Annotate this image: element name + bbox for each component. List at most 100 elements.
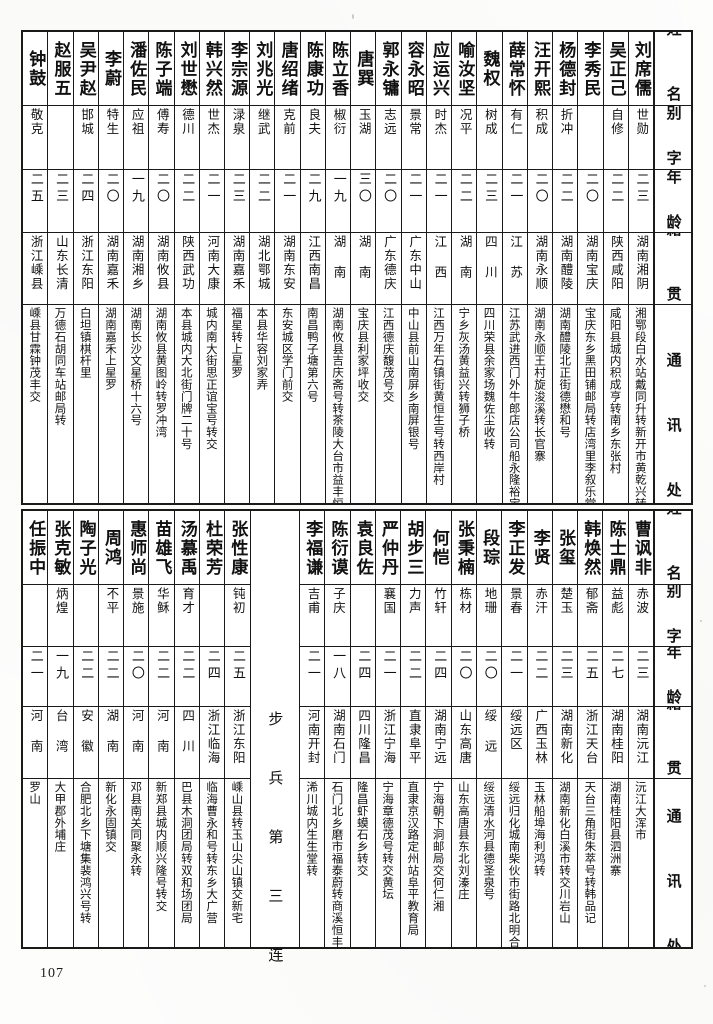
cell-address-text: 新化永固镇交: [103, 781, 118, 853]
cell-address: 合肥北乡下塘集裴鸿兴号转: [74, 779, 98, 947]
row-header-address: 通 讯 处: [664, 808, 683, 947]
cell-address-text: 湖南桂阳县泗洲寨: [608, 781, 623, 877]
cell-name: 李宗源: [225, 32, 250, 106]
cell-address: 宁海章德茂号转交黄坛: [376, 779, 400, 947]
cell-age: 二〇: [527, 170, 553, 233]
person-column[interactable]: 陶子光 二二 安徽 合肥北乡下塘集裴鸿兴号转: [72, 511, 98, 947]
person-column[interactable]: 何恺 竹轩 二四 湖南宁远 宁海朝下洞邮局交何仁湘: [425, 511, 451, 947]
person-column[interactable]: 魏权 树成 二三 四川 四川荣县余家场魏佐尘收转: [476, 32, 502, 503]
person-column[interactable]: 喻汝坚 况平 二二 湖南 宁乡灰汤黄益兴转狮子桥: [451, 32, 477, 503]
cell-age-text: 二二: [608, 172, 624, 206]
cell-name-text: 杜荣芳: [202, 519, 223, 577]
person-column[interactable]: 周鸿 不平 二二 湖南 新化永固镇交: [97, 511, 124, 947]
cell-native-text: 湖南攸县: [154, 235, 170, 291]
cell-age: 二四: [199, 647, 225, 707]
cell-native: 湖南嘉禾: [98, 233, 124, 305]
cell-address: 湖南攸县黄图岭转罗冲湾: [149, 305, 173, 503]
person-column[interactable]: 杨德封 折冲 二二 湖南醴陵 湖南醴陵北正街德懋和号: [552, 32, 578, 503]
person-column[interactable]: 赵服五 二三 山东长清 万德石胡同车站邮局转: [47, 32, 73, 503]
person-column[interactable]: 严仲丹 襄国 二一 浙江宁海 宁海章德茂号转交黄坛: [374, 511, 401, 947]
cell-native-text: 山东长清: [53, 235, 69, 291]
person-column[interactable]: 李正发 景春 二一 绥远区 绥远归化城南柴伙市街路北明合隆号: [501, 511, 527, 947]
cell-name: 袁良佐: [350, 511, 375, 585]
person-column[interactable]: 郭永镛 志远 二〇 广东德庆 江西德庆馥茂号交: [375, 32, 401, 503]
person-column[interactable]: 潘佐民 应祖 一九 湖南湘乡 湖南长沙文星桥十六号: [123, 32, 149, 503]
person-column[interactable]: 张克敏 炳煌 一九 台湾 大甲郡外埔庄: [47, 511, 73, 947]
person-column[interactable]: 薛常怀 有仁 二一 江苏 江苏武进西门外牛郎店公司船永隆裕宝号转: [501, 32, 527, 503]
person-column[interactable]: 吴正己 自修 二二 陕西咸阳 咸阳县城内积成亨转南乡东张村: [602, 32, 628, 503]
person-column[interactable]: 张玺 楚玉 二三 湖南新化 湖南新化白溪市转交川岩山: [551, 511, 578, 947]
person-column[interactable]: 刘兆光 继武 二二 湖北鄂城 本县华容刘家弄: [249, 32, 275, 503]
person-column[interactable]: 苗雄飞 华稣 二二 河南 新郑县城内顺兴隆号转交: [148, 511, 174, 947]
cell-age-text: 一九: [330, 172, 346, 206]
cell-alias: 栋材: [451, 585, 477, 647]
person-column[interactable]: 陈子端 傅寿 二〇 湖南攸县 湖南攸县黄图岭转罗冲湾: [148, 32, 174, 503]
cell-name-text: 李正发: [504, 519, 525, 577]
cell-alias: 力声: [401, 585, 426, 647]
cell-address-text: 湖南新化白溪市转交川岩山: [558, 781, 573, 924]
cell-alias: 自修: [603, 106, 628, 170]
cell-name-text: 吴正己: [605, 40, 626, 98]
person-column[interactable]: 李贤 赤汗 二二 广西玉林 玉林船埠海利鸿转: [526, 511, 552, 947]
cell-alias: [73, 585, 98, 647]
person-column[interactable]: 惠师尚 景施 二〇 河南 邓县南关同聚永转: [123, 511, 149, 947]
person-column[interactable]: 李蔚 特生 二〇 湖南嘉禾 湖南嘉禾上星罗: [97, 32, 124, 503]
person-column[interactable]: 胡步三 力声 二二 直隶阜平 直隶京汉路定州站阜平教育局: [400, 511, 426, 947]
person-column[interactable]: 陈立香 椒衍 一九 湖南 湖南攸县吉庆斋号转茶陵大台市益丰恒号: [324, 32, 351, 503]
cell-address: 石门北乡磨市福泰蔚转商溪恒丰晋: [325, 779, 349, 947]
cell-age: 一九: [48, 647, 73, 707]
person-column[interactable]: 刘世懋 德川 二二 陕西武功 本县城内大北街门牌二十号: [173, 32, 199, 503]
person-column[interactable]: 张秉楠 栋材 二〇 山东高唐 山东高唐县东北刘溱庄: [450, 511, 477, 947]
cell-name-text: 陶子光: [75, 519, 96, 577]
person-column[interactable]: 李秀民 二〇 湖南宝庆 宝庆东乡黑田铺邮局转店湾里李叙乐堂: [577, 32, 603, 503]
cell-age-text: 二〇: [128, 649, 144, 683]
cell-age-text: 二一: [280, 172, 296, 206]
person-column[interactable]: 应运兴 时杰 二一 江西 江西万年石镇街黄恒生号转西岸村: [425, 32, 452, 503]
person-column[interactable]: 刘席儒 世勋 二三 湖南湘阴 湘鄂段白水站戴同升转新开市黄乾兴转: [627, 32, 653, 503]
cell-name: 韩兴然: [199, 32, 225, 106]
cell-name-text: 陈子端: [151, 40, 172, 98]
person-column[interactable]: 陈衍谟 子庆 一八 湖南石门 石门北乡磨市福泰蔚转商溪恒丰晋: [324, 511, 350, 947]
cell-name: 张性康: [225, 511, 250, 585]
cell-alias-text: 钝初: [230, 587, 246, 615]
person-column[interactable]: 陈康功 良夫 二九 江西南昌 南昌鸭子塘第六号: [299, 32, 325, 503]
person-column[interactable]: 韩焕然 郁斋 二五 浙江天台 天台三角街朱萃号转韩品记: [577, 511, 603, 947]
cell-address-text: 宝庆东乡黑田铺邮局转店湾里李叙乐堂: [583, 307, 598, 503]
cell-name-text: 潘佐民: [126, 40, 147, 98]
cell-address-text: 湖南长沙文星桥十六号: [129, 307, 144, 426]
cell-native: 江西南昌: [300, 233, 325, 305]
cell-address-text: 山东高唐县东北刘溱庄: [456, 781, 471, 900]
person-column[interactable]: 容永昭 景常 二一 广东中山 中山县前山南屏乡南屏银号: [400, 32, 426, 503]
cell-address-text: 临海曹永和号转东乡大广营: [205, 781, 220, 924]
cell-age-text: 二二: [154, 649, 170, 683]
person-column[interactable]: 唐绍绪 克前 二一 湖南东安 东安城区学门前交: [274, 32, 300, 503]
person-column[interactable]: 钟鼓 敬克 二五 浙江嵊县 嵊县甘霖钟茂丰交: [23, 32, 48, 503]
person-column[interactable]: 杜荣芳 二四 浙江临海 临海曹永和号转东乡大广营: [198, 511, 225, 947]
person-column[interactable]: 陈士鼎 益彪 二七 湖南桂阳 湖南桂阳县泗洲寨: [602, 511, 628, 947]
person-column[interactable]: 汪开熙 积成 二〇 湖南永顺 湖南永顺王村旋浚溪转长官寨: [526, 32, 553, 503]
cell-alias-text: 襄国: [381, 587, 397, 615]
cell-age: 二〇: [124, 647, 149, 707]
person-column[interactable]: 曹讽非 赤波 二三 湖南沅江 沅江大浑市: [627, 511, 653, 947]
cell-name: 张玺: [552, 511, 578, 585]
person-column[interactable]: 张性康 钝初 二五 浙江东阳 嵊山县转玉山尖山镇交新宅: [224, 511, 250, 947]
person-column[interactable]: 袁良佐 二四 四川隆昌 隆昌虾蟆石乡转交: [349, 511, 375, 947]
person-column[interactable]: 李宗源 渌泉 二三 湖南嘉禾 福星转上星罗: [224, 32, 250, 503]
cell-native-text: 绥远区: [507, 709, 523, 751]
person-column[interactable]: 段琮 地珊 二〇 绥远 绥远清水河县德圣泉号: [476, 511, 502, 947]
person-column[interactable]: 韩兴然 世杰 二一 河南大康 城内南大街思正谊宝号转交: [198, 32, 225, 503]
person-column[interactable]: 任振中 二一 河南 罗山: [22, 511, 48, 947]
cell-native: 湖北鄂城: [250, 233, 275, 305]
person-column[interactable]: 汤慕禹 育才 二二 四川 巴县木洞团局转双和场团局: [173, 511, 199, 947]
person-column[interactable]: 唐巽 玉湖 三〇 湖南 宝庆县利家坪收交: [350, 32, 376, 503]
person-column[interactable]: 吴尹赵 邯城 二四 浙江东阳 白坦镇棋杆里: [72, 32, 98, 503]
cell-native-text: 陕西武功: [180, 235, 196, 291]
row-header-name: 姓 名: [655, 32, 691, 106]
cell-name: 陈衍谟: [325, 511, 350, 585]
person-column[interactable]: 李福谦 吉甫 二一 河南开封 浠川城内生生堂转: [299, 511, 325, 947]
cell-age-text: 二〇: [481, 649, 497, 683]
cell-age-text: 二一: [204, 172, 220, 206]
cell-name-text: 韩兴然: [201, 40, 222, 98]
cell-age-text: 一九: [53, 649, 69, 683]
cell-alias-text: 地珊: [482, 587, 498, 615]
